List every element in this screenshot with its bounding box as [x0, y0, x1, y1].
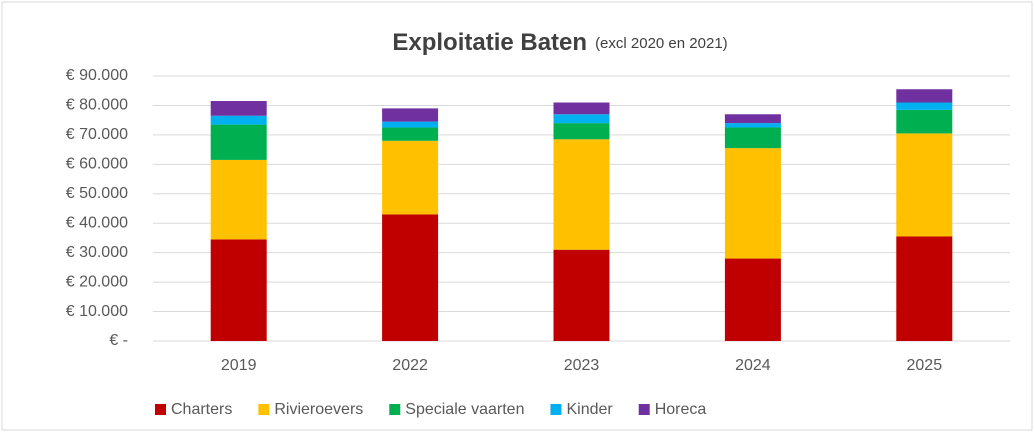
legend-swatch: [638, 404, 650, 415]
bar-segment: [896, 89, 953, 103]
legend-label: Rivieroevers: [274, 401, 363, 418]
x-tick-label: 2023: [564, 357, 600, 374]
bar-segment: [382, 121, 439, 128]
x-tick-label: 2019: [221, 357, 257, 374]
legend-label: Kinder: [566, 401, 613, 418]
bar-segment: [724, 114, 781, 124]
legend-swatch: [258, 404, 270, 415]
chart-title: Exploitatie Baten (excl 2020 en 2021): [392, 29, 727, 56]
legend-swatch: [155, 404, 166, 415]
y-tick-label: € 20.000: [66, 273, 128, 290]
bar-segment: [553, 102, 610, 115]
bar-segment: [724, 127, 781, 149]
legend-label: Speciale vaarten: [405, 401, 524, 418]
y-tick-label: € 90.000: [66, 67, 128, 84]
title-text: Exploitatie Baten: [392, 29, 587, 56]
bar-segment: [724, 258, 781, 341]
legend-label: Horeca: [655, 401, 707, 418]
legend-label: Charters: [171, 401, 232, 418]
bar-segment: [896, 133, 953, 237]
bar-segment: [210, 115, 267, 125]
y-tick-label: € 30.000: [66, 244, 128, 261]
x-tick-label: 2022: [392, 357, 428, 374]
bar-segment: [210, 124, 267, 160]
bar-segment: [382, 108, 439, 122]
x-tick-label: 2024: [735, 357, 771, 374]
y-tick-label: € 40.000: [66, 214, 128, 231]
y-tick-label: € 80.000: [66, 97, 128, 114]
bar-segment: [382, 214, 439, 341]
y-tick-label: € 50.000: [66, 185, 128, 202]
bar-segment: [210, 101, 267, 116]
y-tick-label: € -: [109, 332, 128, 349]
bar-segment: [553, 139, 610, 250]
legend-swatch: [389, 404, 401, 415]
bar-segment: [896, 102, 953, 110]
y-tick-label: € 60.000: [66, 156, 128, 173]
subtitle-text: (excl 2020 en 2021): [595, 35, 728, 52]
bar-segment: [724, 148, 781, 259]
bar-segment: [210, 239, 267, 341]
x-tick-label: 2025: [907, 357, 943, 374]
bar-segment: [553, 123, 610, 140]
bar-segment: [382, 127, 439, 141]
bar-segment: [553, 114, 610, 124]
bar-segment: [553, 249, 610, 341]
bar-segment: [724, 123, 781, 128]
y-tick-label: € 70.000: [66, 126, 128, 143]
bar-segment: [896, 109, 953, 134]
bar-segment: [896, 236, 953, 341]
y-tick-label: € 10.000: [66, 303, 128, 320]
bar-segment: [210, 159, 267, 240]
bar-segment: [382, 140, 439, 215]
legend-swatch: [550, 404, 562, 415]
